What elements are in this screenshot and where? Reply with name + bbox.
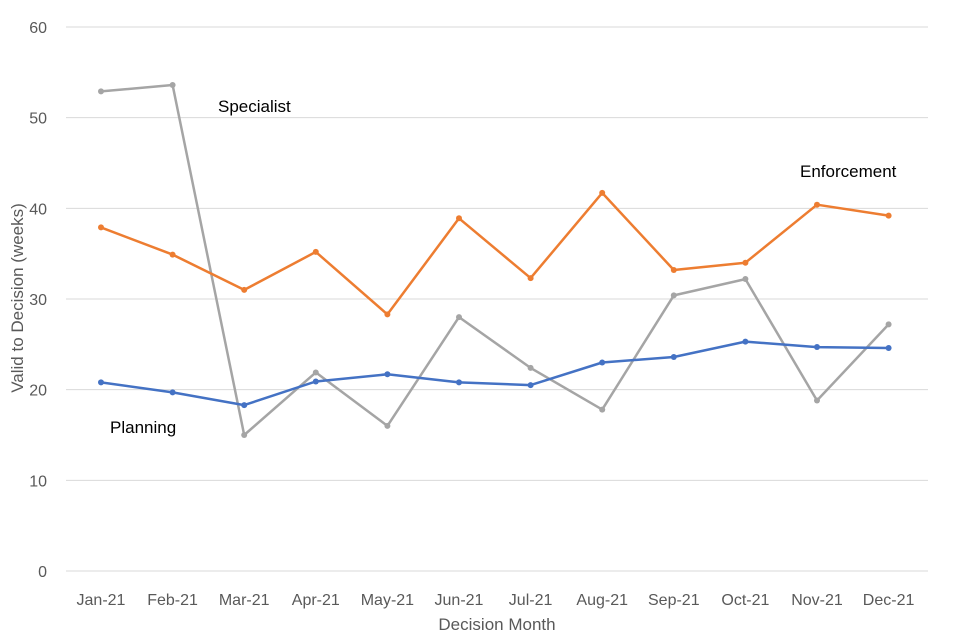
x-tick-label: Dec-21 — [863, 592, 915, 609]
y-tick-label: 60 — [29, 20, 47, 37]
data-point-specialist — [312, 369, 319, 376]
data-point-planning — [312, 378, 319, 385]
series-label-specialist: Specialist — [218, 97, 291, 116]
x-tick-labels: Jan-21 Feb-21 Mar-21 Apr-21 May-21 Jun-21 Jul-… — [77, 592, 915, 609]
y-tick-label: 50 — [29, 111, 47, 128]
data-point-planning — [241, 402, 248, 409]
data-point-enforcement — [814, 201, 820, 208]
x-axis-title: Decision Month — [438, 615, 555, 634]
y-tick-label: 30 — [29, 292, 47, 309]
x-tick-label: Apr-21 — [292, 592, 340, 609]
series-specialist — [98, 82, 892, 438]
series-line-planning — [100, 340, 889, 407]
data-point-planning — [527, 382, 534, 389]
y-axis-title: Valid to Decision (weeks) — [8, 203, 27, 393]
data-point-planning — [742, 338, 749, 345]
x-tick-label: Oct-21 — [721, 592, 769, 609]
y-tick-label: 10 — [29, 473, 47, 490]
data-point-enforcement — [885, 212, 892, 219]
y-tick-labels: 0 10 20 30 40 50 60 — [29, 20, 47, 581]
data-point-planning — [384, 371, 391, 378]
data-point-enforcement — [527, 275, 534, 282]
series-lines — [98, 82, 892, 438]
data-point-enforcement — [456, 215, 462, 222]
data-point-planning — [456, 379, 462, 386]
data-point-planning — [98, 379, 104, 386]
series-line-enforcement — [100, 191, 889, 316]
data-point-specialist — [527, 364, 534, 371]
x-tick-label: Aug-21 — [576, 592, 628, 609]
data-point-enforcement — [169, 251, 176, 258]
data-point-specialist — [98, 88, 104, 95]
data-point-enforcement — [241, 286, 248, 293]
x-tick-label: Jun-21 — [435, 592, 484, 609]
series-label-enforcement: Enforcement — [800, 162, 897, 181]
data-point-specialist — [885, 321, 892, 328]
data-point-enforcement — [742, 259, 749, 266]
x-tick-label: Sep-21 — [648, 592, 700, 609]
x-tick-label: Jan-21 — [77, 592, 126, 609]
data-point-planning — [169, 389, 176, 396]
data-point-planning — [599, 359, 606, 366]
data-point-enforcement — [312, 248, 319, 255]
y-tick-label: 40 — [29, 201, 47, 218]
data-point-specialist — [599, 406, 606, 413]
x-tick-label: May-21 — [361, 592, 414, 609]
data-point-specialist — [670, 292, 677, 299]
x-tick-label: Mar-21 — [219, 592, 270, 609]
series-enforcement — [98, 189, 892, 318]
data-point-planning — [814, 344, 820, 351]
data-point-specialist — [456, 314, 462, 321]
data-point-specialist — [384, 422, 391, 429]
series-planning — [98, 338, 892, 409]
x-tick-label: Feb-21 — [147, 592, 198, 609]
gridlines — [66, 26, 928, 572]
data-point-enforcement — [384, 311, 391, 318]
series-line-specialist — [100, 83, 890, 437]
data-point-planning — [885, 344, 892, 351]
y-tick-label: 20 — [29, 383, 47, 400]
data-point-specialist — [241, 432, 248, 438]
data-point-specialist — [742, 276, 749, 283]
data-point-enforcement — [98, 224, 104, 231]
data-point-planning — [670, 354, 677, 361]
data-point-specialist — [814, 397, 820, 404]
data-point-specialist — [169, 82, 176, 89]
series-label-planning: Planning — [110, 418, 176, 437]
data-point-enforcement — [599, 189, 606, 196]
data-point-enforcement — [670, 266, 677, 273]
x-tick-label: Jul-21 — [509, 592, 553, 609]
y-tick-label: 0 — [38, 564, 47, 581]
x-tick-label: Nov-21 — [791, 592, 843, 609]
